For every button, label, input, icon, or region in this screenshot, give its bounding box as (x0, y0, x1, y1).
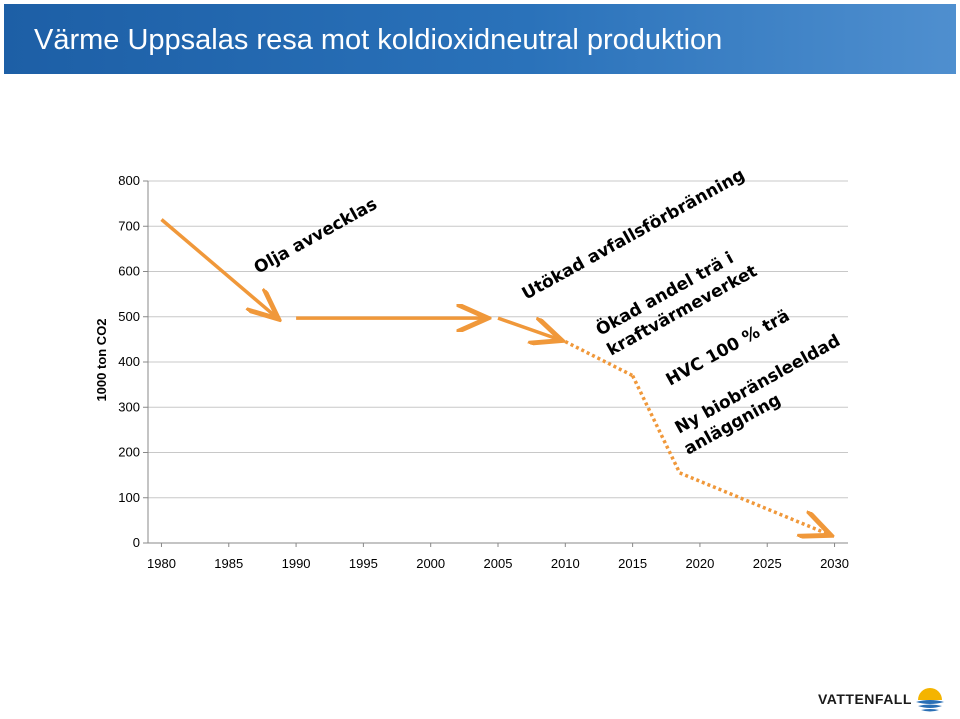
y-tick-label: 600 (118, 264, 140, 279)
x-tick-labels: 1980 1985 1990 1995 2000 2005 2010 2015 2020 2025… (147, 556, 849, 571)
y-tick-label: 800 (118, 173, 140, 188)
logo-wordmark: VATTENFALL (818, 691, 912, 707)
x-tick-label: 1980 (147, 556, 176, 571)
x-tick-label: 2030 (820, 556, 849, 571)
title-bar: Värme Uppsalas resa mot koldioxidneutral… (4, 4, 956, 74)
series-segment-1 (160, 218, 276, 317)
annotation-olja: Olja avvecklas (251, 194, 381, 278)
y-tick-label: 700 (118, 218, 140, 233)
x-tick-label: 1990 (282, 556, 311, 571)
axes (143, 180, 848, 547)
y-tick-label: 200 (118, 445, 140, 460)
series-segment-3 (497, 316, 559, 339)
x-tick-label: 2020 (685, 556, 714, 571)
y-tick-label: 500 (118, 309, 140, 324)
x-tick-label: 2025 (753, 556, 782, 571)
annotation-ny-line1: Ny biobränsleeldad (672, 331, 844, 439)
x-tick-label: 2000 (416, 556, 445, 571)
x-tick-label: 2005 (484, 556, 513, 571)
vattenfall-sun-icon (916, 688, 944, 712)
x-tick-label: 2010 (551, 556, 580, 571)
y-tick-label: 300 (118, 399, 140, 414)
slide-title: Värme Uppsalas resa mot koldioxidneutral… (34, 24, 723, 56)
y-tick-label: 0 (133, 535, 140, 550)
y-tick-label: 100 (118, 490, 140, 505)
series-group (160, 218, 828, 535)
x-tick-label: 1995 (349, 556, 378, 571)
series-segment-6 (679, 471, 828, 534)
series-segment-4 (564, 340, 634, 378)
series-segment-5 (631, 374, 682, 474)
y-axis-label: 1000 ton CO2 (94, 318, 109, 401)
y-tick-label: 400 (118, 354, 140, 369)
y-tick-labels: 0 100 200 300 400 500 600 700 800 (118, 173, 140, 550)
x-tick-label: 1985 (214, 556, 243, 571)
annotations: Olja avvecklas Utökad avfallsförbränning… (251, 165, 844, 459)
x-tick-label: 2015 (618, 556, 647, 571)
